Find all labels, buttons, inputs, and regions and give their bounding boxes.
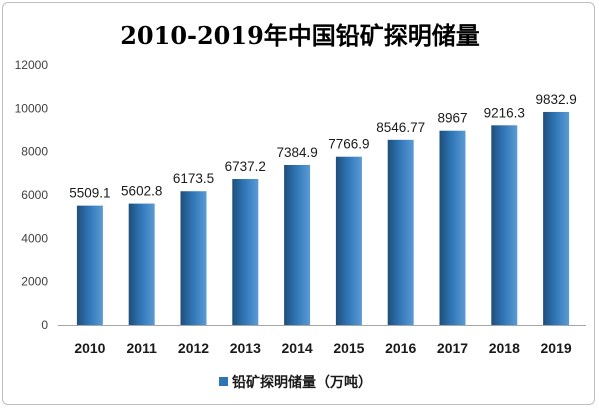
bar bbox=[491, 125, 518, 325]
bar bbox=[284, 164, 311, 325]
bar bbox=[335, 156, 362, 325]
data-label: 9216.3 bbox=[484, 105, 525, 120]
legend-swatch bbox=[219, 377, 228, 386]
x-tick-label: 2019 bbox=[541, 340, 572, 356]
data-label: 5602.8 bbox=[121, 184, 162, 199]
legend: 铅矿探明储量（万吨） bbox=[219, 374, 372, 391]
x-tick-label: 2012 bbox=[178, 340, 209, 356]
bar bbox=[232, 179, 259, 325]
x-tick-label: 2014 bbox=[282, 340, 313, 356]
x-tick-label: 2017 bbox=[437, 340, 468, 356]
y-tick-label: 4000 bbox=[21, 231, 48, 245]
x-tick-label: 2010 bbox=[74, 340, 105, 356]
bar bbox=[180, 191, 207, 325]
y-tick-label: 12000 bbox=[15, 58, 49, 72]
x-tick-label: 2016 bbox=[385, 340, 416, 356]
y-tick-label: 2000 bbox=[21, 275, 48, 289]
y-tick-label: 10000 bbox=[15, 101, 49, 115]
x-tick-label: 2013 bbox=[230, 340, 261, 356]
bar-series bbox=[76, 111, 570, 326]
data-labels: 5509.1 5602.8 6173.5 6737.2 7384.9 7766.9 8546… bbox=[69, 92, 576, 201]
data-label: 6737.2 bbox=[225, 159, 266, 174]
bar bbox=[439, 130, 466, 325]
x-tick-label: 2015 bbox=[333, 340, 364, 356]
bar bbox=[76, 205, 103, 325]
data-label: 8967 bbox=[437, 111, 467, 126]
data-label: 7766.9 bbox=[328, 137, 369, 152]
data-label: 5509.1 bbox=[69, 186, 110, 201]
y-tick-label: 8000 bbox=[21, 145, 48, 159]
chart-title: 2010-2019年中国铅矿探明储量 bbox=[120, 21, 480, 50]
bar bbox=[128, 203, 155, 325]
y-tick-label: 0 bbox=[41, 318, 48, 332]
data-label: 7384.9 bbox=[276, 145, 317, 160]
data-label: 9832.9 bbox=[535, 92, 576, 107]
bar bbox=[387, 139, 414, 325]
bar bbox=[543, 111, 570, 326]
y-tick-label: 6000 bbox=[21, 188, 48, 202]
data-label: 8546.77 bbox=[376, 120, 425, 135]
y-axis: 0 2000 4000 6000 8000 10000 12000 bbox=[15, 58, 49, 332]
x-tick-label: 2018 bbox=[489, 340, 520, 356]
x-axis: 2010 2011 2012 2013 2014 2015 2016 2017 2018 2019 bbox=[58, 325, 586, 356]
data-label: 6173.5 bbox=[173, 171, 214, 186]
x-tick-label: 2011 bbox=[127, 340, 158, 356]
legend-label: 铅矿探明储量（万吨） bbox=[231, 374, 372, 391]
